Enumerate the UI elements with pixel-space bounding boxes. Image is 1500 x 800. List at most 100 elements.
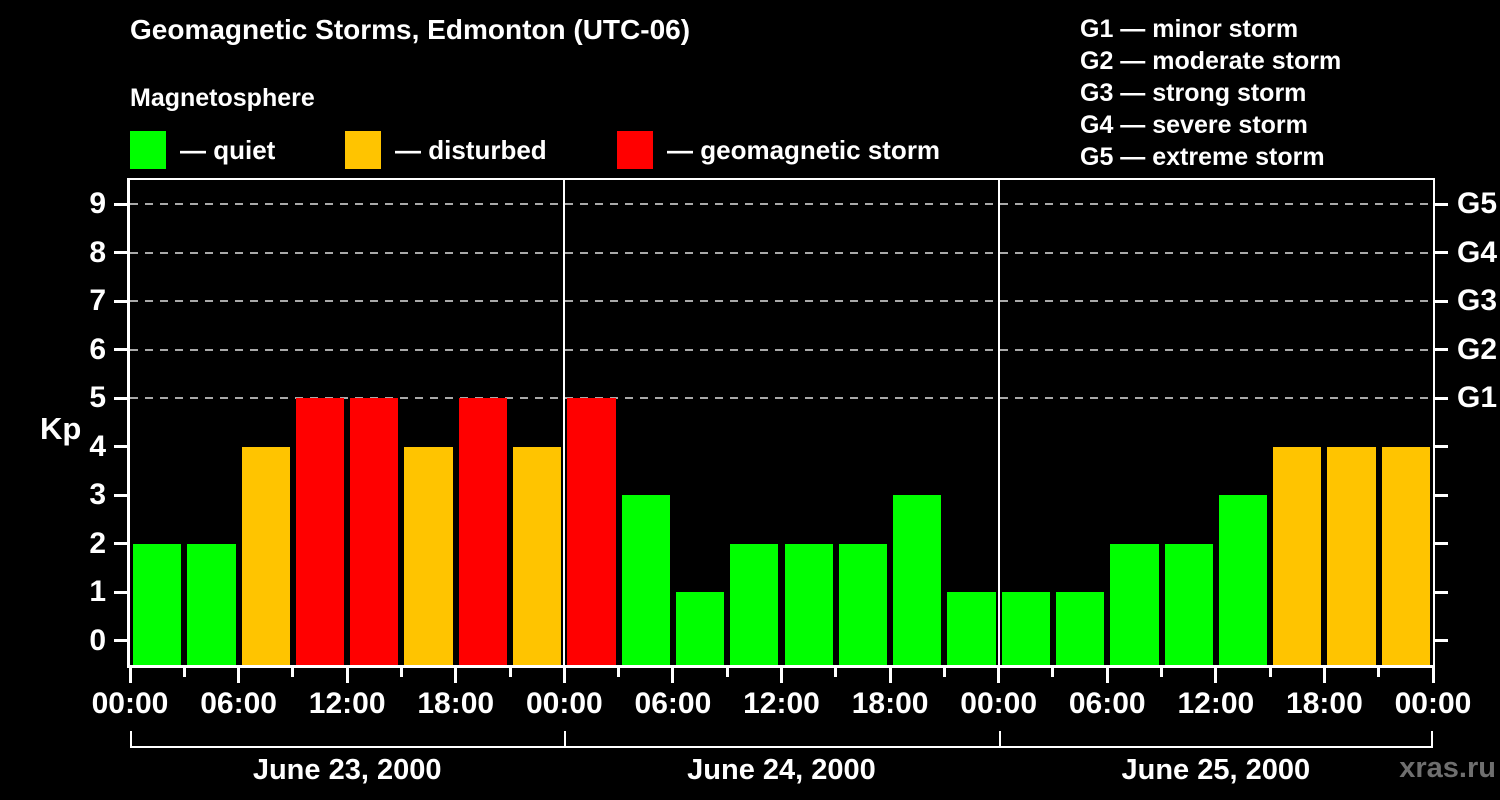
kp-bar: [1110, 543, 1159, 665]
right-axis-tick: [1435, 542, 1448, 546]
y-tick-label: 4: [89, 429, 106, 463]
date-label: June 25, 2000: [1121, 754, 1311, 786]
y-axis-tick: [114, 299, 127, 303]
x-axis-tick: [237, 668, 241, 683]
y-tick-label: 3: [89, 478, 106, 512]
kp-bar: [1164, 543, 1213, 665]
g1-legend-line: G1 — minor storm: [1080, 15, 1299, 43]
plot-area: 0 1 2 3 4 5 6 7 8 9 G1 G2 G3 G4 G5 00:00 06:00 12:00 18:00…: [89, 178, 1497, 720]
y-tick-label: 0: [89, 623, 106, 657]
legend-item-storm: — geomagnetic storm: [617, 131, 940, 169]
gridline-kp6: [130, 348, 1433, 351]
kp-bar: [893, 495, 942, 665]
right-axis-tick: [1435, 396, 1448, 400]
y-tick-label: 1: [89, 575, 106, 609]
x-axis-minor-tick: [1268, 668, 1272, 677]
y-axis-tick: [114, 493, 127, 497]
g4-legend-line: G4 — severe storm: [1080, 111, 1308, 139]
y-tick-label: 6: [89, 332, 106, 366]
x-axis-minor-tick: [399, 668, 403, 677]
page-title: Geomagnetic Storms, Edmonton (UTC-06): [130, 14, 691, 45]
g2-legend-line: G2 — moderate storm: [1080, 47, 1342, 75]
kp-bar: [1218, 495, 1268, 665]
kp-bar: [675, 592, 725, 665]
x-axis-minor-tick: [725, 668, 729, 677]
legend-item-disturbed: — disturbed: [345, 131, 547, 169]
g-scale-label-g4: G4: [1457, 235, 1498, 269]
right-axis-tick: [1435, 251, 1448, 255]
g5-legend-line: G5 — extreme storm: [1080, 143, 1325, 171]
y-axis-tick: [114, 445, 127, 449]
kp-bar: [133, 543, 182, 665]
kp-bar: [404, 446, 453, 665]
g-scale-label-g2: G2: [1457, 332, 1498, 366]
x-tick-label: 12:00: [1177, 687, 1255, 720]
day-separator: [563, 180, 566, 665]
legend-item-quiet: — quiet: [130, 131, 275, 169]
x-axis-minor-tick: [1051, 668, 1055, 677]
g-scale-legend: G1 — minor storm G2 — moderate storm G3 …: [1080, 13, 1341, 173]
right-axis-tick: [1435, 445, 1448, 449]
x-axis-minor-tick: [182, 668, 186, 677]
y-tick-label: 8: [89, 235, 106, 269]
x-tick-label: 00:00: [525, 687, 603, 720]
kp-bar: [1273, 446, 1322, 665]
watermark: xras.ru: [1399, 752, 1496, 784]
x-tick-label: 18:00: [851, 687, 929, 720]
x-axis-tick: [1322, 668, 1326, 683]
kp-bar: [350, 398, 399, 665]
right-axis-tick: [1435, 348, 1448, 352]
x-tick-label: 06:00: [634, 687, 712, 720]
x-axis-minor-tick: [1160, 668, 1164, 677]
x-axis-minor-tick: [617, 668, 621, 677]
kp-bar: [513, 446, 562, 665]
x-tick-label: 12:00: [743, 687, 820, 720]
x-axis-minor-tick: [291, 668, 295, 677]
g-scale-label-g5: G5: [1457, 187, 1498, 221]
bracket-tick: [998, 731, 1001, 746]
date-label: June 23, 2000: [252, 754, 442, 786]
x-axis-tick: [345, 668, 349, 683]
x-tick-label: 00:00: [1394, 687, 1472, 720]
right-axis-tick: [1435, 202, 1448, 206]
legend-label-disturbed: — disturbed: [395, 135, 547, 165]
x-axis-tick: [888, 668, 892, 683]
y-axis-tick: [114, 542, 127, 546]
kp-bar: [1327, 446, 1376, 665]
g-scale-label-g1: G1: [1457, 381, 1498, 415]
disturbed-color-swatch: [345, 131, 381, 169]
kp-bar: [187, 543, 236, 665]
kp-bar: [784, 543, 833, 665]
kp-bar: [838, 543, 888, 665]
y-tick-label: 7: [89, 284, 106, 318]
gridline-kp7: [130, 300, 1433, 303]
kp-bar: [1055, 592, 1105, 665]
x-axis-minor-tick: [834, 668, 838, 677]
y-tick-label: 2: [89, 526, 106, 560]
right-axis-tick: [1435, 639, 1448, 643]
y-axis-tick: [114, 396, 127, 400]
gridline-kp8: [130, 251, 1433, 254]
kp-bar: [241, 446, 290, 665]
right-axis-tick: [1435, 493, 1448, 497]
kp-bar: [458, 398, 508, 665]
date-bracket: June 23, 2000 June 24, 2000 June 25, 2000: [130, 731, 1433, 786]
chart-subtitle: Magnetosphere: [130, 84, 315, 112]
legend-label-storm: — geomagnetic storm: [667, 135, 941, 165]
kp-bar: [947, 592, 996, 665]
x-axis-tick: [128, 668, 132, 683]
kp-bar: [295, 398, 345, 665]
quiet-color-swatch: [130, 131, 166, 169]
x-axis-tick: [671, 668, 675, 683]
day-separator: [997, 180, 1000, 665]
legend-label-quiet: — quiet: [180, 135, 276, 165]
y-tick-label: 9: [89, 187, 106, 221]
x-tick-label: 00:00: [960, 687, 1038, 720]
kp-bar: [730, 543, 779, 665]
x-axis-tick: [454, 668, 458, 683]
y-axis-tick: [114, 639, 127, 643]
x-axis-tick: [997, 668, 1001, 683]
right-axis-tick: [1435, 299, 1448, 303]
bracket-tick: [130, 731, 132, 746]
